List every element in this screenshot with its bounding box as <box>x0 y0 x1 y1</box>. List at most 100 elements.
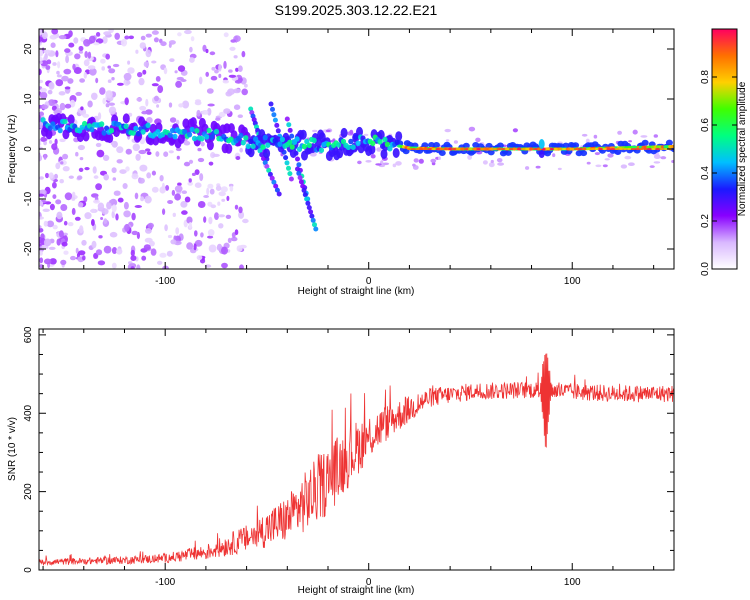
spectrogram-cell <box>52 194 57 200</box>
spectrogram-cell <box>204 264 212 268</box>
spectrogram-cell <box>197 157 205 163</box>
spectrogram-cell <box>79 108 87 116</box>
spectrogram-cell <box>234 229 239 236</box>
spectrogram-cell <box>606 148 612 150</box>
spectrogram-cell <box>512 148 518 150</box>
spectrogram-cell <box>57 61 61 69</box>
spectrogram-cell <box>61 75 69 82</box>
spectrogram-cell <box>146 151 152 155</box>
spectrogram-cell <box>225 214 232 219</box>
spectrogram-cell <box>598 148 604 150</box>
spectrogram-cell <box>73 37 79 44</box>
spectrogram-cell <box>97 202 105 211</box>
spectrogram-cell <box>196 255 203 261</box>
spectrogram-x-tick-label: 100 <box>564 276 581 287</box>
spectrogram-cell <box>561 148 567 150</box>
spectrogram-cell <box>43 49 51 54</box>
spectrogram-cell <box>105 90 113 98</box>
spectrogram-cell <box>226 195 230 201</box>
spectrogram-cell <box>301 187 307 193</box>
spectrogram-cell <box>196 109 201 117</box>
spectrogram-cell <box>138 177 145 184</box>
spectrogram-cell <box>236 245 243 252</box>
spectrogram-cell <box>210 75 218 81</box>
spectrogram-cell <box>93 199 100 204</box>
spectrogram-cell <box>59 102 66 111</box>
spectrogram-cell <box>69 99 76 108</box>
spectrogram-cell <box>294 136 300 142</box>
spectrogram-cell <box>100 217 104 220</box>
snr-line <box>38 353 675 567</box>
spectrogram-cell <box>394 139 400 146</box>
spectrogram-cell <box>186 216 193 224</box>
spectrogram-cell <box>174 193 182 201</box>
spectrogram-cell <box>488 148 494 150</box>
spectrogram-cell <box>133 125 139 132</box>
spectrogram-cell <box>533 148 538 150</box>
spectrogram-cell <box>245 143 251 150</box>
spectrogram-cell <box>594 152 601 156</box>
spectrogram-cell <box>79 225 84 234</box>
spectrogram-cell <box>60 161 64 165</box>
spectrogram-cell <box>427 148 433 150</box>
spectrogram-cell <box>167 132 173 139</box>
spectrogram-cell <box>103 31 111 36</box>
spectrogram-cell <box>125 166 130 172</box>
spectrogram-cell <box>296 170 302 176</box>
spectrogram-cell <box>363 133 369 137</box>
spectrogram-cell <box>262 160 268 166</box>
spectrogram-cell <box>49 203 55 211</box>
spectrogram-cell <box>231 232 236 238</box>
spectrogram-cell <box>174 185 183 193</box>
spectrogram-cell <box>175 227 180 235</box>
spectrogram-cell <box>159 175 164 182</box>
spectrogram-y-label: Frequency (Hz) <box>7 115 18 184</box>
spectrogram-cell <box>63 250 69 255</box>
spectrogram-cell <box>151 30 159 35</box>
spectrogram-cell <box>112 177 117 181</box>
spectrogram-cell <box>221 198 226 202</box>
spectrogram-cell <box>177 182 182 186</box>
spectrogram-cell <box>268 101 274 107</box>
spectrogram-y-tick-label: -10 <box>23 191 34 206</box>
spectrogram-cell <box>665 139 673 146</box>
spectrogram-cell <box>95 32 101 37</box>
spectrogram-cell <box>42 31 48 40</box>
spectrogram-cell <box>39 49 44 57</box>
spectrogram-cell <box>79 78 85 83</box>
spectrogram-cell <box>297 175 303 181</box>
spectrogram-cell <box>215 117 221 121</box>
spectrogram-cell <box>49 34 58 40</box>
spectrogram-cell <box>74 216 81 221</box>
spectrogram-cell <box>221 262 228 269</box>
spectrogram-ticks <box>39 29 674 269</box>
spectrogram-cell <box>208 216 213 225</box>
spectrogram-cell <box>144 195 152 204</box>
spectrogram-cell <box>130 255 137 261</box>
spectrogram-cell <box>48 82 54 88</box>
spectrogram-cell <box>90 208 96 213</box>
spectrogram-cell <box>111 167 117 174</box>
spectrogram-cell <box>295 166 300 172</box>
spectrogram-cell <box>52 224 58 230</box>
figure-title: S199.2025.303.12.22.E21 <box>275 2 438 18</box>
spectrogram-cell <box>159 252 167 258</box>
spectrogram-cell <box>438 156 441 160</box>
spectrogram-cell <box>165 185 170 191</box>
spectrogram-cell <box>445 139 450 142</box>
snr-ticks <box>39 329 674 571</box>
spectrogram-cell <box>77 175 83 180</box>
spectrogram-cell <box>593 134 598 139</box>
snr-y-tick-label: 200 <box>23 483 34 500</box>
spectrogram-cell <box>181 210 188 215</box>
spectrogram-cell <box>145 33 152 38</box>
spectrogram-cell <box>134 205 142 208</box>
spectrogram-cell <box>64 48 71 53</box>
spectrogram-cell <box>614 149 622 155</box>
spectrogram-cell <box>78 45 84 52</box>
spectrogram-cell <box>218 191 226 197</box>
spectrogram-cell <box>525 166 530 170</box>
spectrogram-cell <box>79 157 84 161</box>
spectrogram-cell <box>156 104 160 108</box>
spectrogram-cell <box>172 212 176 217</box>
